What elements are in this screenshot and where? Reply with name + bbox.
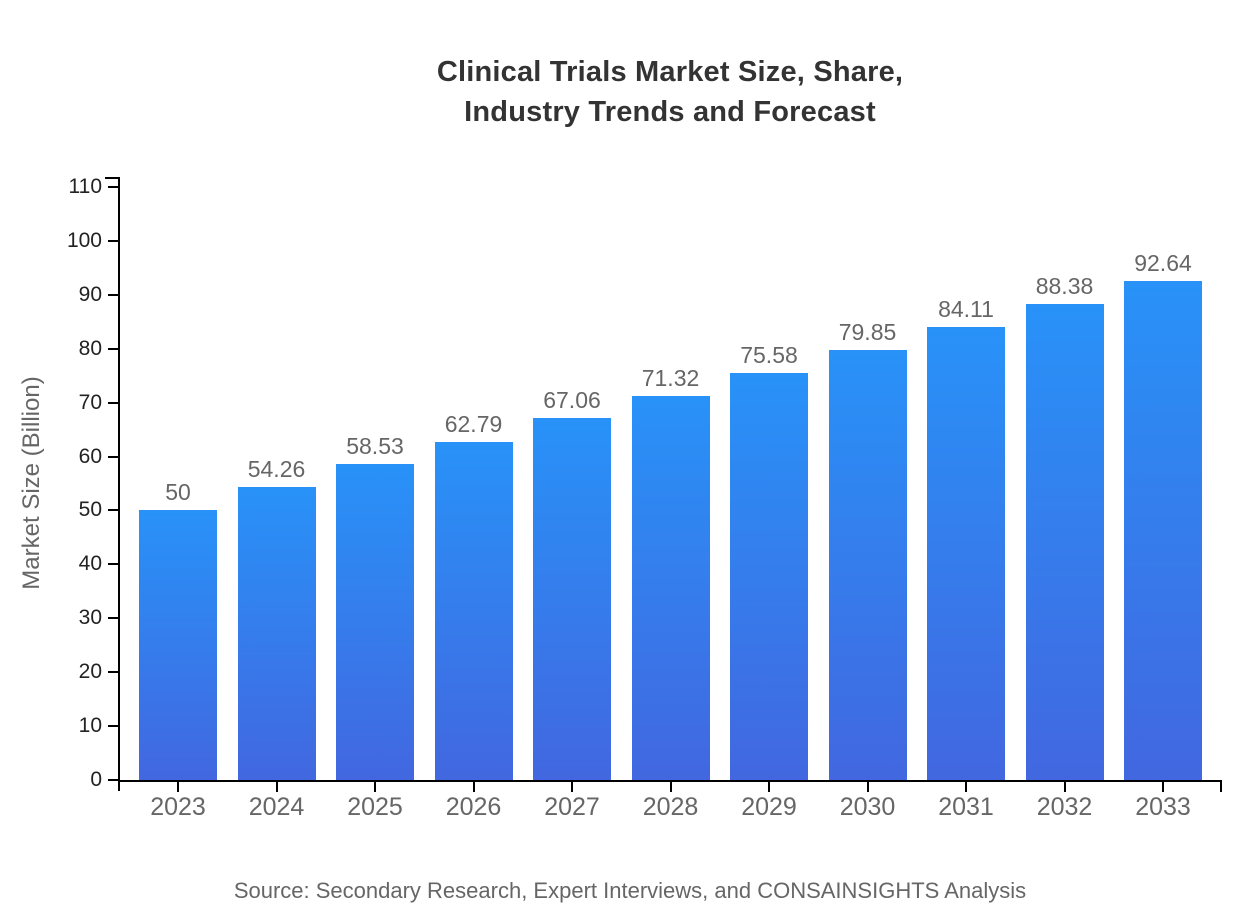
bar-2023	[139, 510, 217, 780]
x-tick-label-2025: 2025	[347, 793, 403, 821]
y-axis-line	[118, 177, 120, 791]
y-tick-label-30: 30	[78, 606, 102, 630]
x-tick-2032	[1063, 782, 1066, 792]
y-tick-label-70: 70	[78, 390, 102, 414]
x-axis-end-tick	[1220, 782, 1222, 792]
x-tick-label-2028: 2028	[642, 793, 699, 821]
x-tick-label-2032: 2032	[1036, 793, 1093, 821]
bar-2030	[828, 349, 907, 780]
x-tick-2031	[965, 782, 967, 792]
bar-value-label-2023: 50	[165, 479, 191, 506]
source-note: Source: Secondary Research, Expert Inter…	[233, 878, 1027, 903]
y-tick-80	[108, 347, 118, 350]
x-tick-label-2033: 2033	[1135, 793, 1191, 821]
x-tick-2033	[1162, 782, 1164, 792]
bar-2024	[237, 487, 316, 780]
y-tick-label-50: 50	[78, 498, 102, 522]
bar-value-label-2029: 75.58	[740, 341, 798, 368]
chart-title-line1: Clinical Trials Market Size, Share,	[436, 56, 904, 88]
bar-2031	[927, 326, 1005, 780]
chart-title-line2: Industry Trends and Forecast	[464, 96, 876, 128]
y-tick-label-20: 20	[78, 660, 102, 684]
bar-2029	[730, 372, 808, 780]
y-tick-0	[108, 779, 118, 781]
y-tick-10	[108, 725, 118, 728]
bar-value-label-2026: 62.79	[444, 410, 503, 437]
y-tick-90	[108, 293, 118, 296]
y-tick-label-110: 110	[68, 175, 102, 198]
y-axis-end-cap	[105, 177, 118, 179]
x-tick-2024	[275, 782, 278, 792]
x-tick-2027	[571, 782, 573, 792]
bar-value-label-2030: 79.85	[838, 318, 897, 345]
x-tick-label-2026: 2026	[445, 793, 502, 821]
y-tick-label-100: 100	[66, 228, 102, 252]
y-tick-label-10: 10	[78, 714, 102, 738]
bar-2026	[434, 441, 513, 780]
x-tick-label-2024: 2024	[248, 793, 305, 821]
x-axis-line	[118, 780, 1222, 782]
bar-value-label-2024: 54.26	[247, 456, 306, 483]
y-tick-30	[108, 617, 118, 620]
y-tick-20	[108, 671, 118, 674]
y-tick-label-80: 80	[78, 336, 102, 360]
bar-2032	[1025, 303, 1104, 780]
x-tick-2025	[374, 782, 376, 792]
bar-value-label-2033: 92.64	[1134, 249, 1192, 276]
x-tick-label-2031: 2031	[938, 793, 994, 821]
y-tick-label-90: 90	[78, 282, 102, 306]
y-tick-110	[108, 186, 118, 188]
bar-2033	[1124, 280, 1202, 780]
y-tick-label-0: 0	[90, 768, 102, 791]
bar-2025	[336, 464, 414, 780]
y-tick-60	[108, 455, 118, 458]
x-tick-2030	[866, 782, 869, 792]
x-tick-label-2023: 2023	[150, 793, 206, 821]
bar-value-label-2031: 84.11	[938, 295, 994, 322]
x-tick-label-2027: 2027	[544, 793, 600, 821]
y-tick-40	[108, 563, 118, 566]
bar-2028	[631, 395, 710, 780]
y-tick-70	[108, 401, 118, 404]
x-tick-2026	[472, 782, 475, 792]
x-tick-2023	[177, 782, 179, 792]
x-tick-2029	[768, 782, 770, 792]
bar-value-label-2028: 71.32	[641, 364, 700, 391]
chart-title: Clinical Trials Market Size, Share, Indu…	[70, 52, 1260, 132]
x-tick-label-2029: 2029	[741, 793, 797, 821]
bar-value-label-2032: 88.38	[1035, 272, 1094, 299]
bar-2027	[533, 418, 611, 780]
x-tick-2028	[669, 782, 672, 792]
y-tick-50	[108, 509, 118, 512]
x-tick-label-2030: 2030	[839, 793, 896, 821]
y-tick-100	[108, 239, 118, 242]
bar-value-label-2025: 58.53	[346, 433, 404, 460]
bar-value-label-2027: 67.06	[543, 387, 601, 414]
y-tick-label-60: 60	[78, 444, 102, 468]
y-tick-label-40: 40	[78, 552, 102, 576]
